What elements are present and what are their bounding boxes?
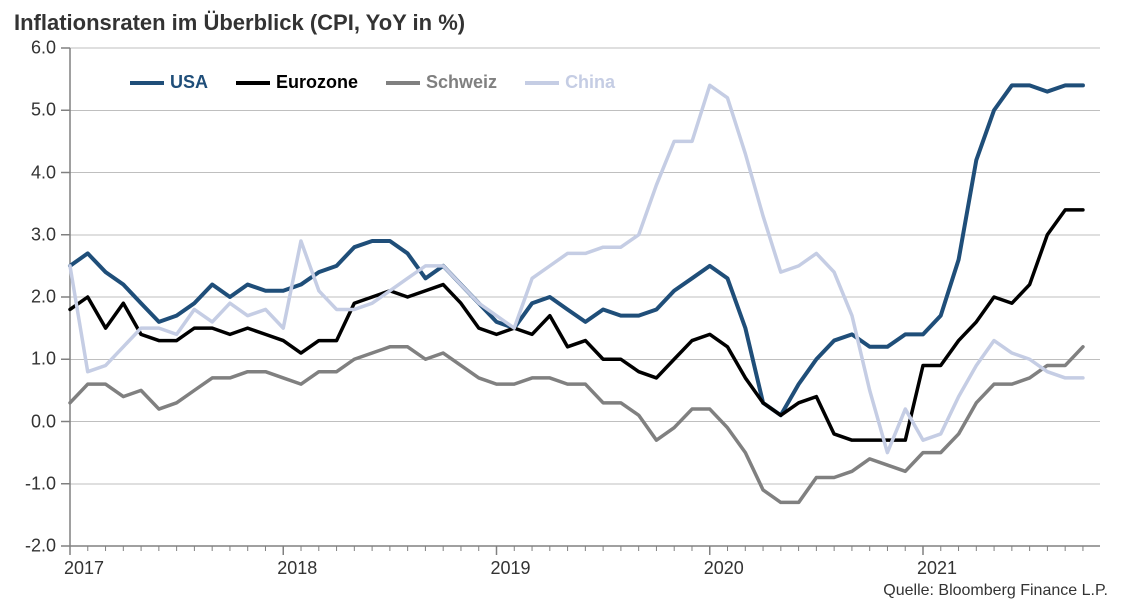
y-tick-label: 3.0 <box>0 224 56 245</box>
plot-svg <box>70 48 1100 560</box>
x-tick-label: 2020 <box>704 558 744 579</box>
y-tick-label: 4.0 <box>0 162 56 183</box>
legend-item-usa: USA <box>130 72 208 93</box>
y-tick-label: -1.0 <box>0 473 56 494</box>
y-tick-label: 5.0 <box>0 100 56 121</box>
legend-label: USA <box>170 72 208 93</box>
inflation-chart: Inflationsraten im Überblick (CPI, YoY i… <box>0 0 1122 608</box>
legend-swatch-icon <box>386 81 420 85</box>
legend-label: Schweiz <box>426 72 497 93</box>
y-tick-label: -2.0 <box>0 536 56 557</box>
legend-swatch-icon <box>236 81 270 85</box>
legend: USA Eurozone Schweiz China <box>130 72 615 93</box>
plot-area <box>70 48 1100 546</box>
x-tick-label: 2017 <box>64 558 104 579</box>
series-schweiz <box>70 347 1083 503</box>
legend-label: China <box>565 72 615 93</box>
y-tick-label: 0.0 <box>0 411 56 432</box>
legend-item-eurozone: Eurozone <box>236 72 358 93</box>
x-tick-label: 2018 <box>277 558 317 579</box>
chart-title: Inflationsraten im Überblick (CPI, YoY i… <box>14 10 465 36</box>
x-tick-label: 2019 <box>491 558 531 579</box>
series-china <box>70 85 1083 452</box>
legend-label: Eurozone <box>276 72 358 93</box>
y-tick-label: 6.0 <box>0 38 56 59</box>
legend-swatch-icon <box>525 81 559 85</box>
legend-swatch-icon <box>130 81 164 85</box>
x-tick-label: 2021 <box>917 558 957 579</box>
legend-item-china: China <box>525 72 615 93</box>
legend-item-schweiz: Schweiz <box>386 72 497 93</box>
y-tick-label: 2.0 <box>0 287 56 308</box>
chart-source: Quelle: Bloomberg Finance L.P. <box>883 582 1108 600</box>
y-tick-label: 1.0 <box>0 349 56 370</box>
